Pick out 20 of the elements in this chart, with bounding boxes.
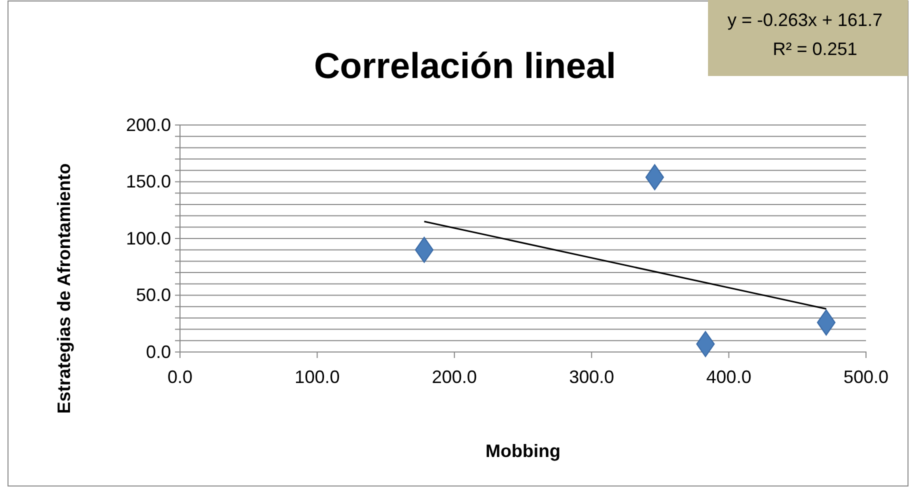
text: y = -0.263x + 161.7 [727,10,883,30]
x-tick-label: 0.0 [167,366,193,387]
x-axis-title: Mobbing [486,441,560,461]
y-tick-label: 100.0 [126,228,171,248]
y-tick-label: 0.0 [146,342,171,362]
x-tick-label: 200.0 [432,366,477,387]
point [696,331,715,358]
x-tick-label: 400.0 [706,366,752,387]
y-tick-label: 150.0 [126,172,171,192]
x-tick-label: 500.0 [843,366,889,387]
y-tick-label: 200.0 [126,114,171,135]
point [414,236,434,263]
chart-title: Correlación lineal [314,45,616,86]
point [816,309,836,336]
x-tick-label: 300.0 [569,366,614,387]
point [645,164,664,190]
text: R² = 0.251 [772,39,858,59]
y-tick-label: 50.0 [136,285,171,306]
x-tick-label: 100.0 [294,366,340,387]
y-axis-title: Estrategias de Afrontamiento [54,163,74,414]
